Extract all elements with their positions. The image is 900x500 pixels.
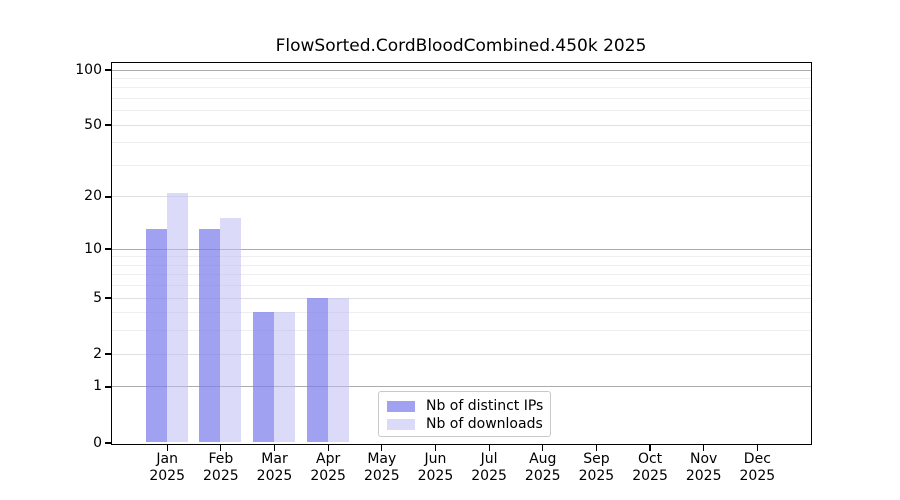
x-tick-label-apr: Apr 2025: [310, 451, 346, 484]
y-minor-gridline-4: [111, 312, 811, 314]
y-tick-mark-0: [104, 442, 112, 444]
x-tick-mark-may: [381, 444, 383, 451]
legend-swatch-distinct-ips-icon: [387, 400, 415, 412]
y-tick-label-10: 10: [84, 240, 102, 257]
x-tick-mark-nov: [703, 444, 705, 451]
y-tick-mark-50: [104, 124, 112, 126]
bar-mar-ips: [253, 312, 274, 443]
chart-title: FlowSorted.CordBloodCombined.450k 2025: [275, 36, 647, 56]
legend-swatch-downloads-icon: [387, 418, 415, 430]
y-minor-gridline-7: [111, 274, 811, 276]
y-tick-mark-1: [104, 386, 112, 388]
y-minor-gridline-6: [111, 285, 811, 287]
y-tick-label-20: 20: [84, 188, 102, 205]
y-minor-gridline-30: [111, 164, 811, 166]
y-tick-mark-10: [104, 248, 112, 250]
y-tick-mark-2: [104, 353, 112, 355]
y-minor-gridline-70: [111, 97, 811, 99]
bar-jan-ips: [145, 229, 167, 443]
y-tick-label-1: 1: [93, 378, 102, 395]
legend-label-downloads: Nb of downloads: [426, 416, 543, 432]
x-tick-mark-sep: [595, 444, 597, 451]
x-tick-label-may: May 2025: [363, 451, 400, 484]
y-minor-gridline-9: [111, 256, 811, 258]
y-tick-mark-20: [104, 196, 112, 198]
y-minor-gridline-8: [111, 264, 811, 266]
y-minor-gridline-60: [111, 110, 811, 112]
y-minor-gridline-80: [111, 87, 811, 89]
legend-label-distinct-ips: Nb of distinct IPs: [426, 398, 544, 414]
bar-jan-downloads: [166, 192, 188, 443]
x-tick-label-sep: Sep 2025: [578, 451, 615, 484]
x-tick-mark-dec: [756, 444, 758, 451]
y-minor-gridline-40: [111, 142, 811, 144]
x-tick-label-feb: Feb 2025: [203, 451, 239, 484]
y-tick-label-2: 2: [93, 345, 102, 362]
y-tick-label-5: 5: [93, 289, 102, 306]
y-gridline-2: [111, 353, 811, 355]
y-tick-label-100: 100: [75, 61, 102, 78]
y-tick-mark-5: [104, 297, 112, 299]
x-tick-label-nov: Nov 2025: [685, 451, 722, 484]
x-tick-mark-oct: [649, 444, 651, 451]
y-gridline-50: [111, 124, 811, 126]
y-tick-label-0: 0: [93, 434, 102, 451]
y-minor-gridline-3: [111, 330, 811, 332]
y-gridline-20: [111, 196, 811, 198]
bar-mar-downloads: [274, 312, 295, 443]
y-tick-mark-100: [104, 69, 112, 71]
y-gridline-100: [111, 69, 811, 71]
bar-apr-downloads: [327, 297, 349, 443]
x-tick-label-dec: Dec 2025: [739, 451, 776, 484]
x-tick-label-mar: Mar 2025: [256, 451, 293, 484]
bar-apr-ips: [306, 297, 328, 443]
x-tick-label-aug: Aug 2025: [524, 451, 561, 484]
x-tick-mark-mar: [273, 444, 276, 451]
plot-area: [110, 61, 812, 445]
x-tick-label-oct: Oct 2025: [632, 451, 668, 484]
y-gridline-5: [111, 297, 811, 299]
bar-feb-ips: [199, 229, 221, 443]
x-tick-label-jul: Jul 2025: [471, 451, 507, 484]
legend: Nb of distinct IPs Nb of downloads: [378, 391, 551, 437]
y-tick-label-50: 50: [84, 116, 102, 133]
legend-item-distinct-ips: Nb of distinct IPs: [387, 397, 544, 415]
x-tick-mark-aug: [542, 444, 544, 451]
x-tick-label-jan: Jan 2025: [149, 451, 185, 484]
x-tick-mark-jun: [434, 444, 437, 451]
x-tick-mark-jan: [166, 444, 168, 451]
x-tick-mark-apr: [327, 444, 329, 451]
x-tick-mark-jul: [488, 444, 490, 451]
y-gridline-1: [111, 386, 811, 388]
bar-feb-downloads: [220, 218, 242, 443]
y-gridline-10: [111, 248, 811, 250]
x-tick-label-jun: Jun 2025: [417, 451, 454, 484]
legend-item-downloads: Nb of downloads: [387, 415, 543, 433]
x-tick-mark-feb: [220, 444, 222, 451]
y-minor-gridline-90: [111, 77, 811, 79]
